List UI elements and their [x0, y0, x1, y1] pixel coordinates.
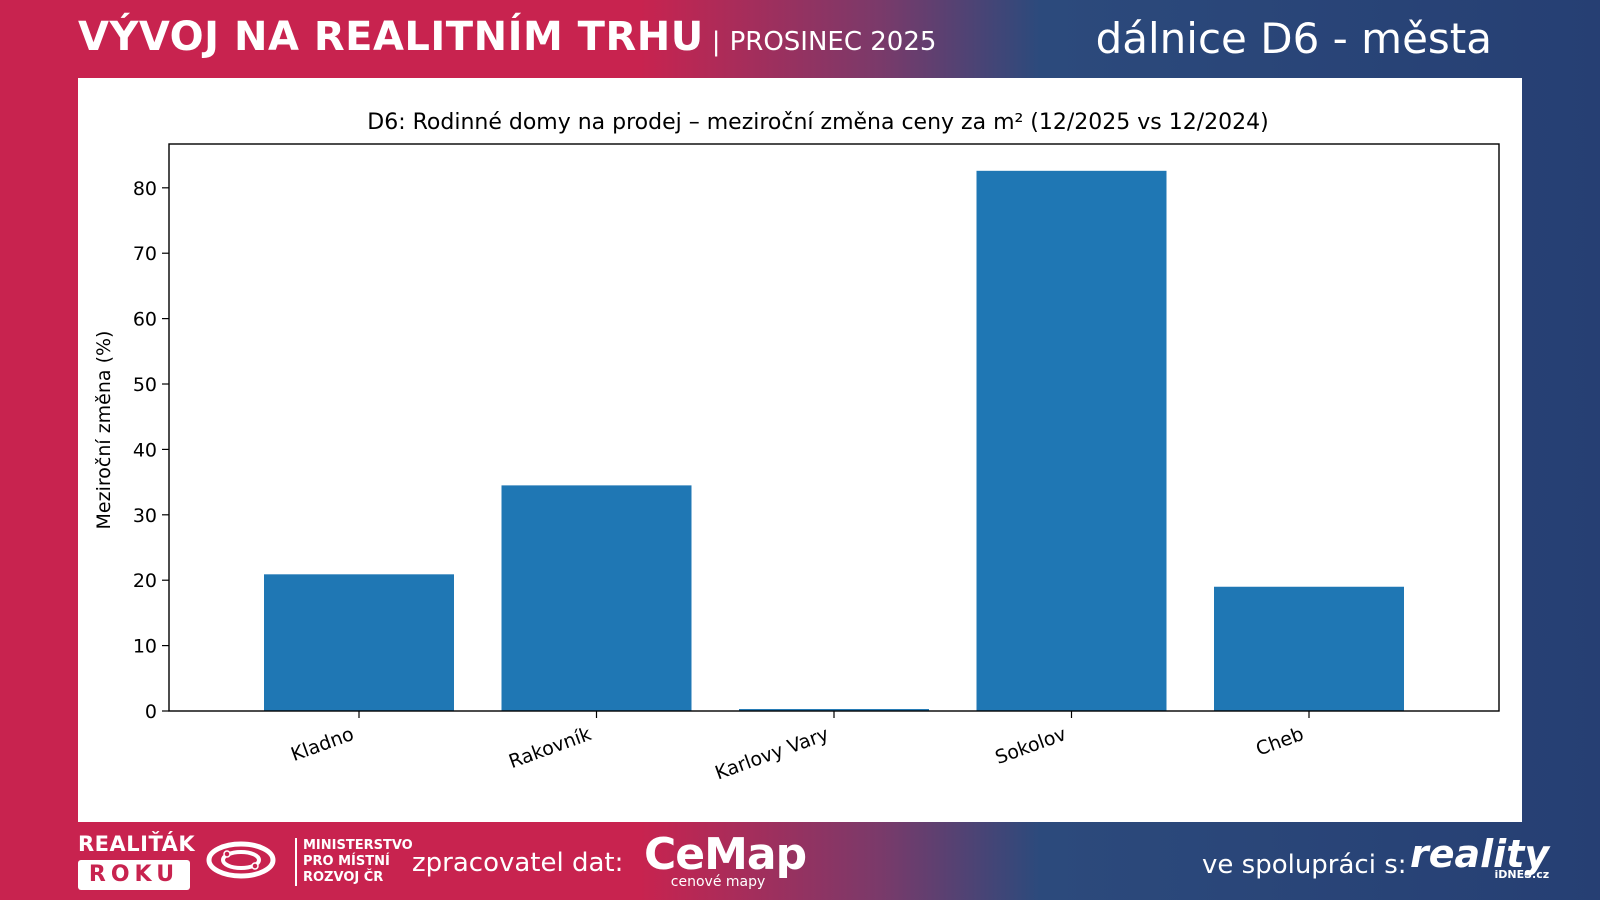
chart-marks: Kladno Rakovník Karlovy Vary Sokolov Cheb 0 10… — [133, 170, 1404, 784]
y-tick-label: 10 — [133, 636, 157, 658]
x-tick-label: Sokolov — [992, 723, 1069, 769]
ministry-line1: MINISTERSTVO — [303, 838, 413, 853]
chart-panel: D6: Rodinné domy na prodej – meziroční z… — [78, 78, 1522, 822]
cemap-logo-name: CeMap — [644, 829, 807, 880]
y-tick-label: 60 — [133, 309, 157, 331]
cemap-logo: CeMap cenové mapy — [644, 829, 807, 891]
y-tick-label: 50 — [133, 374, 157, 396]
ministry-line3: ROZVOJ ČR — [303, 870, 384, 885]
bar-kladno — [264, 574, 454, 711]
x-tick-label: Kladno — [288, 723, 357, 766]
y-tick-label: 20 — [133, 570, 157, 592]
realitak-logo-line2: ROKU — [78, 860, 190, 890]
plot-frame — [168, 143, 1500, 712]
bar-rakovník — [501, 485, 692, 711]
partner-label: ve spolupráci s: — [1202, 850, 1407, 880]
y-tick-label: 70 — [133, 243, 157, 265]
reality-logo-tagline: iDNES.cz — [1494, 868, 1550, 881]
x-tick-label: Cheb — [1253, 723, 1307, 760]
bar-sokolov — [976, 170, 1167, 712]
y-axis-label: Meziroční změna (%) — [93, 331, 115, 530]
region-title: dálnice D6 - města — [1095, 14, 1492, 63]
realitak-logo-line1: REALIŤÁK — [78, 832, 196, 856]
y-tick-label: 0 — [145, 701, 157, 723]
header-title-block: VÝVOJ NA REALITNÍM TRHU | PROSINEC 2025 — [78, 14, 936, 60]
footer-bar: REALIŤÁK ROKU MINISTERSTVO PRO MÍSTNÍ RO… — [0, 826, 1600, 900]
chart-title: D6: Rodinné domy na prodej – meziroční z… — [367, 110, 1268, 135]
ministry-logo-text: MINISTERSTVO PRO MÍSTNÍ ROZVOJ ČR — [295, 838, 413, 886]
data-processor-label: zpracovatel dat: — [412, 848, 624, 878]
ministry-emblem-icon — [206, 841, 276, 879]
y-tick-label: 80 — [133, 178, 157, 200]
reality-idnes-logo: reality iDNES.cz — [1410, 834, 1549, 881]
cemap-logo-tagline: cenové mapy — [670, 874, 766, 890]
realitak-roku-logo: REALIŤÁK ROKU — [78, 832, 196, 890]
ministry-line2: PRO MÍSTNÍ — [303, 854, 390, 869]
bar-cheb — [1214, 586, 1404, 711]
page-title: VÝVOJ NA REALITNÍM TRHU — [78, 14, 704, 60]
bar-karlovy-vary — [739, 709, 929, 711]
page-subtitle: PROSINEC 2025 — [729, 27, 937, 57]
x-tick-label: Karlovy Vary — [712, 723, 832, 784]
x-tick-label: Rakovník — [506, 723, 594, 773]
bar-chart: D6: Rodinné domy na prodej – meziroční z… — [93, 110, 1500, 784]
y-tick-label: 40 — [133, 439, 157, 461]
title-separator: | — [711, 27, 721, 57]
y-tick-label: 30 — [133, 505, 157, 527]
reality-logo-name: reality — [1410, 832, 1550, 876]
